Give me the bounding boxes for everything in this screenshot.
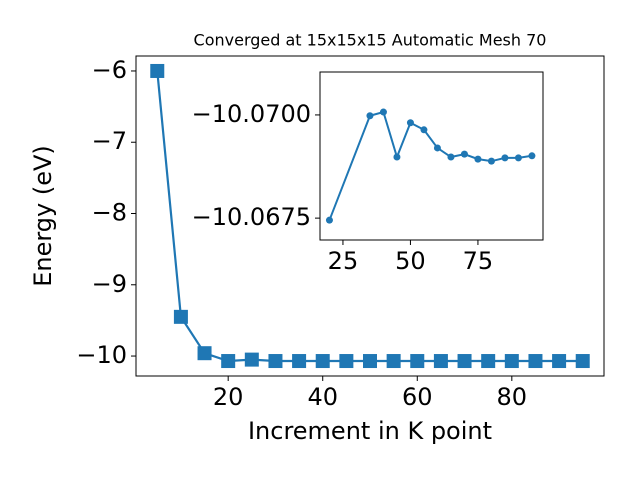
x-tick-label: 20 <box>213 383 244 411</box>
y-tick-label: −9 <box>92 270 127 298</box>
marker <box>393 153 401 161</box>
marker <box>325 216 333 224</box>
marker <box>433 354 448 369</box>
y-tick-label: −7 <box>92 127 127 155</box>
marker <box>221 354 236 369</box>
marker <box>433 144 441 152</box>
x-tick-label: 80 <box>497 383 528 411</box>
marker <box>474 155 482 163</box>
marker <box>363 354 377 369</box>
marker <box>150 63 165 78</box>
x-tick-label: 75 <box>463 247 494 275</box>
y-tick-label: −10.0675 <box>192 203 311 231</box>
marker <box>501 154 509 162</box>
marker <box>528 354 543 369</box>
y-tick-label: −10 <box>76 341 127 369</box>
marker <box>410 354 425 369</box>
marker <box>481 354 496 369</box>
y-tick-label: −10.0700 <box>192 100 311 128</box>
marker <box>552 354 567 369</box>
y-tick-label: −6 <box>92 56 127 84</box>
x-tick-label: 40 <box>307 383 338 411</box>
marker <box>244 352 259 367</box>
marker <box>504 354 519 369</box>
marker <box>339 354 354 369</box>
marker <box>315 354 330 369</box>
marker <box>268 354 283 369</box>
marker <box>366 112 374 120</box>
marker <box>447 153 455 161</box>
marker <box>457 354 472 369</box>
marker <box>197 346 212 361</box>
marker <box>386 354 401 369</box>
x-axis-label: Increment in K point <box>248 417 492 445</box>
y-axis-label: Energy (eV) <box>29 145 57 287</box>
y-tick-label: −8 <box>92 199 127 227</box>
x-tick-label: 60 <box>402 383 433 411</box>
marker <box>514 154 522 162</box>
marker <box>406 119 414 127</box>
marker <box>575 354 590 369</box>
marker <box>420 126 428 134</box>
x-tick-label: 50 <box>395 247 426 275</box>
marker <box>173 309 188 324</box>
marker <box>487 157 495 165</box>
marker <box>379 108 387 116</box>
marker <box>528 152 536 160</box>
chart-title: Converged at 15x15x15 Automatic Mesh 70 <box>194 31 547 50</box>
x-tick-label: 25 <box>328 247 359 275</box>
marker <box>292 354 307 369</box>
marker <box>460 150 468 158</box>
